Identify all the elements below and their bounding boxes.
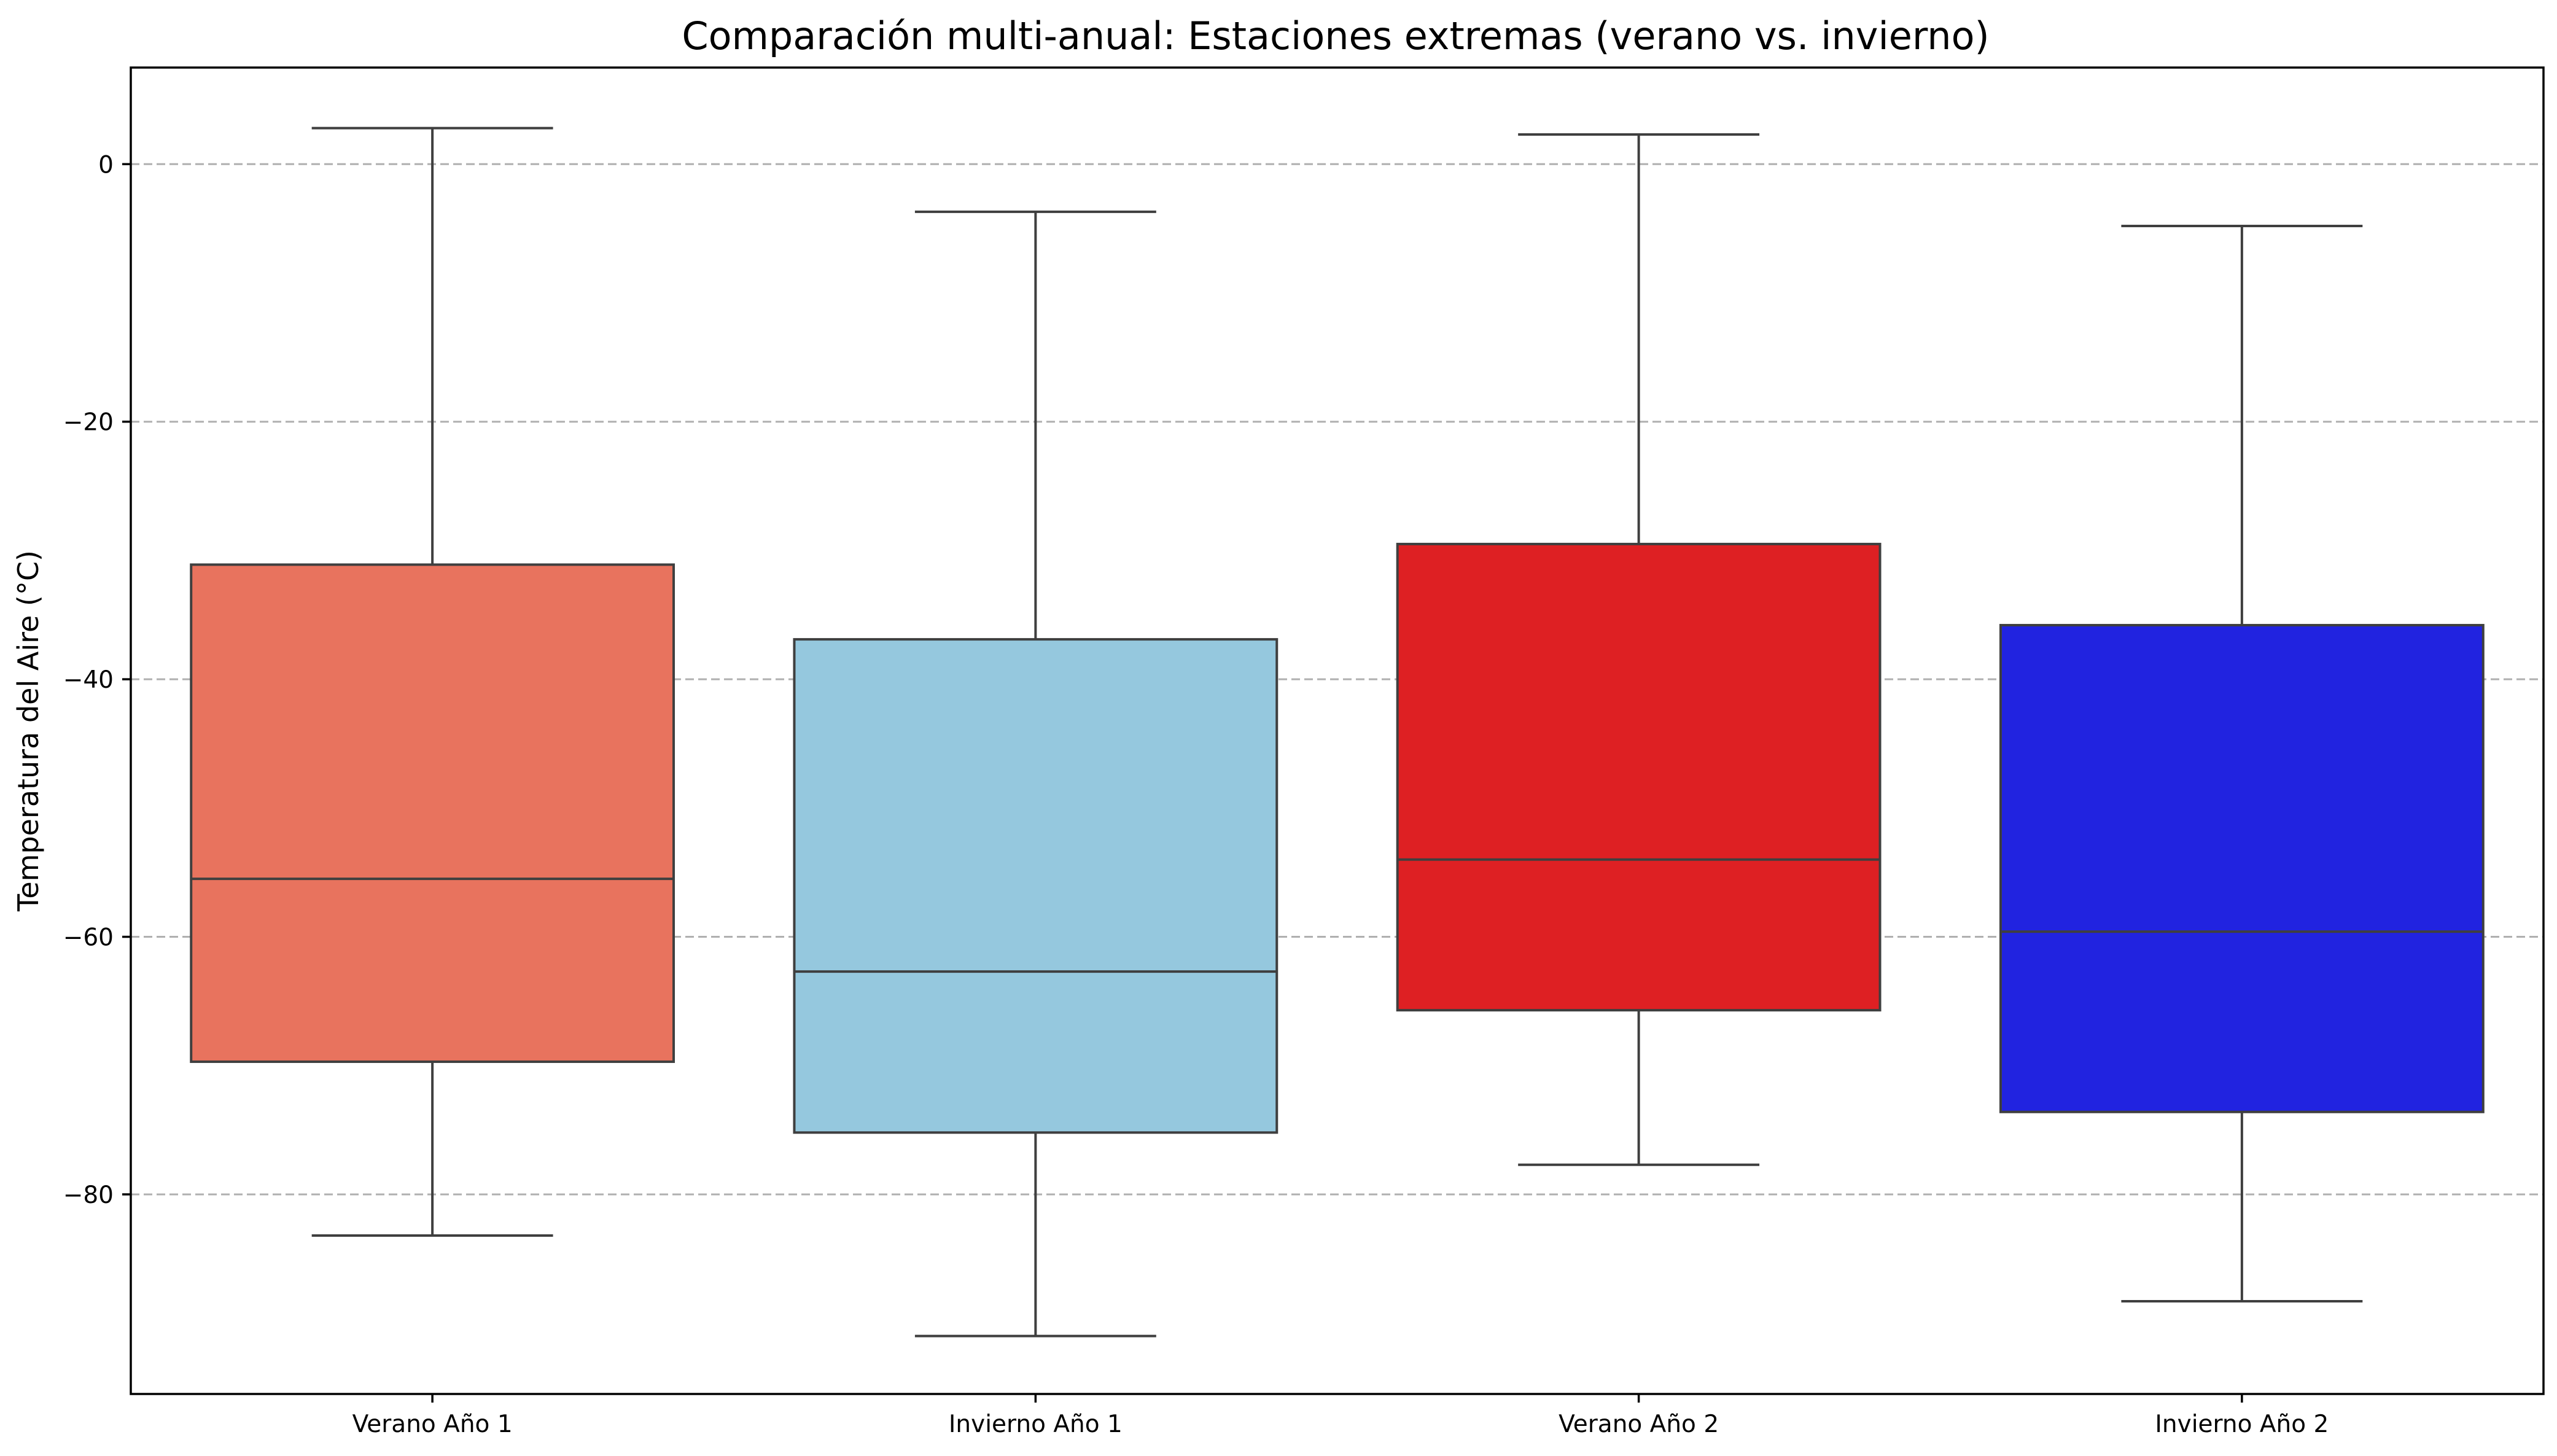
- box-4: [1999, 224, 2485, 1303]
- x-axis-ticks: Verano Año 1 Invierno Año 1 Verano Año 2 In…: [352, 1394, 2329, 1438]
- box-iqr: [1999, 624, 2485, 1113]
- box-iqr: [190, 563, 675, 1063]
- y-tick-label: −40: [63, 666, 114, 694]
- x-tick-label: Invierno Año 2: [2155, 1411, 2329, 1438]
- x-tick-label: Verano Año 1: [352, 1411, 513, 1438]
- box-iqr: [1396, 542, 1882, 1012]
- box-3: [1396, 133, 1882, 1166]
- y-tick-label: −80: [63, 1182, 114, 1209]
- chart-title: Comparación multi-anual: Estaciones extr…: [682, 14, 1989, 58]
- y-axis-ticks: 0 −20 −40 −60 −80: [63, 151, 131, 1209]
- x-tick-label: Invierno Año 1: [949, 1411, 1123, 1438]
- y-tick-label: −60: [63, 924, 114, 952]
- y-axis-label: Temperatura del Aire (°C): [12, 550, 45, 912]
- y-tick-label: −20: [63, 409, 114, 437]
- plot-area-frame: [130, 66, 2545, 1395]
- box-2: [793, 210, 1278, 1337]
- box-series: [190, 127, 2485, 1337]
- x-tick-label: Verano Año 2: [1559, 1411, 1719, 1438]
- y-tick-label: 0: [98, 151, 114, 179]
- box-1: [190, 127, 675, 1237]
- box-iqr: [793, 638, 1278, 1134]
